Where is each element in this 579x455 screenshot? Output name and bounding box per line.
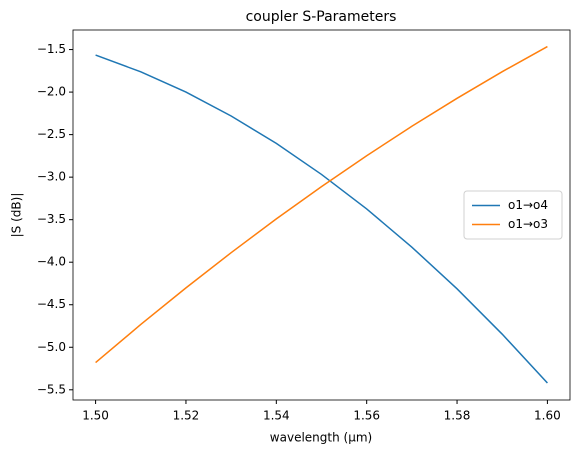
series-line [95,54,548,384]
axes-frame [72,29,571,401]
y-tick-label: −3.0 [37,170,66,184]
x-tick-label: 1.60 [534,409,561,423]
x-tick-label: 1.52 [173,409,200,423]
legend-label: o1→o4 [508,198,548,212]
x-axis-label: wavelength (µm) [270,431,372,445]
y-tick-label: −2.0 [37,85,66,99]
x-tick-label: 1.50 [82,409,109,423]
y-tick-label: −4.0 [37,255,66,269]
y-tick-label: −4.5 [37,297,66,311]
y-tick-label: −1.5 [37,42,66,56]
y-tick-label: −5.5 [37,382,66,396]
y-axis-label: |S (dB)| [10,193,24,238]
y-tick-label: −2.5 [37,127,66,141]
legend-label: o1→o3 [508,217,548,231]
series-line [95,45,548,364]
chart-title: coupler S-Parameters [246,9,397,25]
legend-box [463,190,563,240]
x-tick-label: 1.58 [444,409,471,423]
y-tick-label: −5.0 [37,340,66,354]
y-tick-label: −3.5 [37,212,66,226]
x-tick-label: 1.54 [263,409,290,423]
x-tick-label: 1.56 [353,409,380,423]
